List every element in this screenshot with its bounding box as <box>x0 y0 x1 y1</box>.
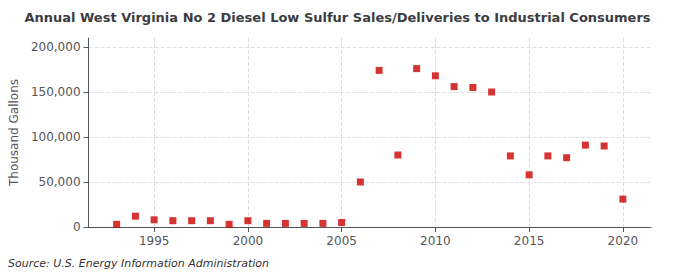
svg-text:0: 0 <box>73 220 81 234</box>
svg-text:1995: 1995 <box>139 234 170 248</box>
svg-text:2010: 2010 <box>420 234 451 248</box>
svg-text:Source: U.S. Energy Informatio: Source: U.S. Energy Information Administ… <box>8 257 269 270</box>
svg-text:100,000: 100,000 <box>31 130 81 144</box>
svg-text:Thousand Gallons: Thousand Gallons <box>7 79 21 187</box>
svg-text:2000: 2000 <box>233 234 264 248</box>
svg-text:50,000: 50,000 <box>39 175 81 189</box>
svg-text:200,000: 200,000 <box>31 40 81 54</box>
svg-text:Annual West Virginia No 2 Dies: Annual West Virginia No 2 Diesel Low Sul… <box>24 10 650 25</box>
svg-text:2005: 2005 <box>326 234 357 248</box>
svg-text:2015: 2015 <box>514 234 545 248</box>
svg-text:150,000: 150,000 <box>31 85 81 99</box>
svg-text:2020: 2020 <box>608 234 639 248</box>
